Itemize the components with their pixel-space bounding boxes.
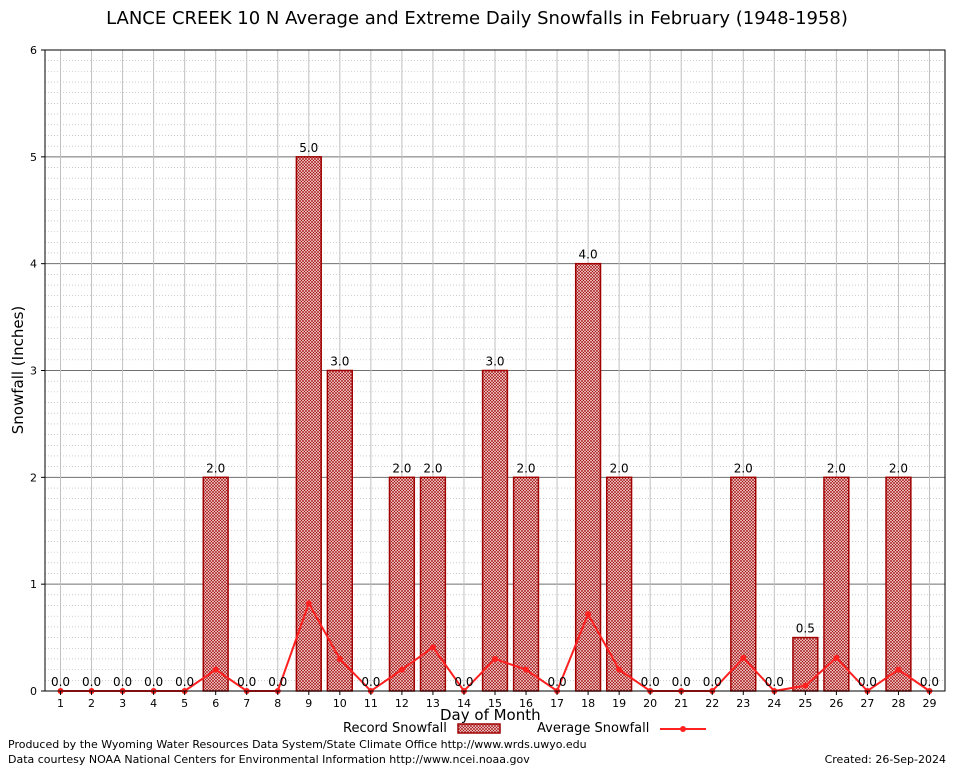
record-bar	[792, 636, 819, 692]
x-tick-label: 5	[181, 697, 188, 710]
x-tick-label: 14	[457, 697, 471, 710]
average-point	[585, 611, 592, 618]
legend-average-label: Average Snowfall	[537, 721, 650, 736]
x-tick-label: 8	[274, 697, 281, 710]
x-tick-label: 2	[88, 697, 95, 710]
x-tick-label: 3	[119, 697, 126, 710]
bar-value-label: 2.0	[827, 461, 846, 475]
bar-value-label: 0.0	[175, 675, 194, 689]
x-axis-label: Day of Month	[440, 706, 541, 724]
average-point	[802, 682, 809, 689]
x-tick-label: 9	[305, 697, 312, 710]
record-bar	[605, 476, 633, 692]
bar-value-label: 0.0	[920, 675, 939, 689]
x-tick-label: 7	[243, 697, 250, 710]
x-tick-label: 26	[829, 697, 843, 710]
x-tick-label: 29	[922, 697, 936, 710]
bar-value-label: 3.0	[485, 355, 504, 369]
bar-value-label: 2.0	[610, 461, 629, 475]
record-bar	[481, 369, 509, 692]
average-point	[740, 654, 747, 661]
x-tick-label: 11	[364, 697, 378, 710]
record-bar	[574, 262, 602, 692]
record-bar	[512, 476, 540, 692]
bar-value-label: 0.0	[858, 675, 877, 689]
footer-data-courtesy: Data courtesy NOAA National Centers for …	[8, 753, 530, 766]
x-tick-label: 20	[643, 697, 657, 710]
bar-value-label: 2.0	[516, 461, 535, 475]
average-point	[398, 666, 405, 673]
bar-value-label: 0.0	[703, 675, 722, 689]
average-point	[616, 666, 623, 673]
bar-value-label: 0.0	[454, 675, 473, 689]
average-point	[429, 644, 436, 651]
footer-created-date: Created: 26-Sep-2024	[824, 753, 946, 766]
bar-value-label: 2.0	[734, 461, 753, 475]
record-bar	[388, 476, 416, 692]
legend-record-swatch	[457, 723, 501, 734]
bar-value-label: 0.0	[548, 675, 567, 689]
legend-record-label: Record Snowfall	[343, 721, 447, 736]
x-tick-label: 13	[426, 697, 440, 710]
x-tick-label: 15	[488, 697, 502, 710]
legend-average-marker	[680, 726, 686, 732]
bar-value-label: 2.0	[206, 461, 225, 475]
y-tick-label: 5	[30, 151, 37, 164]
bar-value-label: 0.0	[237, 675, 256, 689]
average-point	[492, 655, 498, 662]
x-tick-label: 19	[612, 697, 626, 710]
average-point	[895, 666, 902, 673]
y-tick-label: 2	[30, 471, 37, 484]
average-point	[212, 666, 219, 673]
bar-value-label: 0.0	[641, 675, 660, 689]
bar-value-label: 2.0	[423, 461, 442, 475]
bar-value-label: 0.0	[765, 675, 784, 689]
x-tick-label: 24	[767, 697, 781, 710]
y-tick-label: 0	[30, 685, 37, 698]
x-tick-label: 12	[395, 697, 409, 710]
bar-value-label: 0.0	[51, 675, 70, 689]
y-tick-label: 6	[30, 44, 37, 57]
footer-produced-by: Produced by the Wyoming Water Resources …	[8, 738, 587, 751]
bar-value-label: 0.0	[268, 675, 287, 689]
bar-value-label: 0.0	[113, 675, 132, 689]
record-bar	[202, 476, 229, 692]
x-tick-label: 21	[674, 697, 688, 710]
bar-value-label: 0.0	[361, 675, 380, 689]
x-tick-label: 17	[550, 697, 564, 710]
average-point	[523, 666, 530, 673]
average-point	[833, 654, 840, 661]
average-point	[305, 600, 312, 607]
bar-value-label: 2.0	[889, 461, 908, 475]
x-tick-label: 18	[581, 697, 595, 710]
record-bar	[885, 476, 912, 692]
bar-value-label: 0.0	[144, 675, 163, 689]
x-tick-label: 25	[798, 697, 812, 710]
x-tick-label: 23	[736, 697, 750, 710]
x-tick-label: 10	[333, 697, 347, 710]
x-tick-label: 1	[57, 697, 64, 710]
x-tick-label: 6	[212, 697, 219, 710]
record-bar	[326, 369, 353, 692]
y-tick-label: 4	[30, 258, 37, 271]
bar-value-label: 3.0	[330, 355, 349, 369]
y-tick-label: 1	[30, 578, 37, 591]
record-bar	[295, 156, 322, 692]
bar-value-label: 5.0	[299, 141, 318, 155]
x-tick-label: 27	[860, 697, 874, 710]
bar-value-label: 2.0	[392, 461, 411, 475]
chart-title: LANCE CREEK 10 N Average and Extreme Dai…	[106, 8, 848, 29]
x-tick-label: 16	[519, 697, 533, 710]
bar-value-label: 0.0	[672, 675, 691, 689]
bar-value-label: 0.5	[796, 622, 815, 636]
bar-value-label: 4.0	[579, 248, 598, 262]
bar-value-label: 0.0	[82, 675, 101, 689]
average-point	[336, 655, 343, 662]
x-tick-label: 28	[891, 697, 905, 710]
x-tick-label: 22	[705, 697, 719, 710]
x-tick-label: 4	[150, 697, 157, 710]
y-tick-label: 3	[30, 365, 37, 378]
